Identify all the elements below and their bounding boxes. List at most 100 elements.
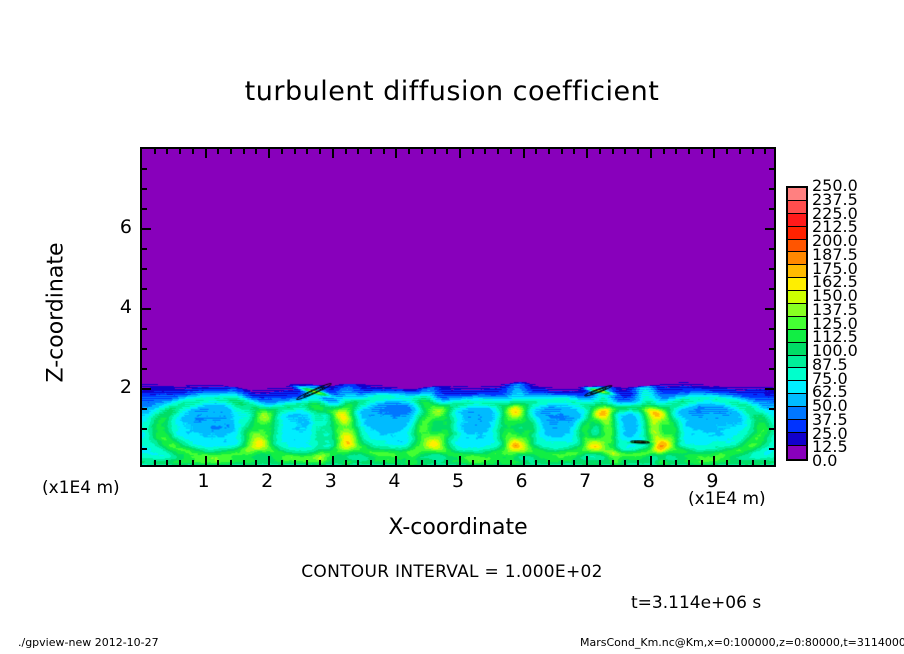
x-axis-tick-label: 1 — [197, 470, 210, 492]
x-axis-major-tick — [522, 456, 525, 465]
x-axis-minor-tick — [548, 149, 551, 154]
x-axis-minor-tick — [191, 460, 194, 465]
y-axis-minor-tick — [769, 368, 774, 370]
x-axis-minor-tick — [255, 460, 258, 465]
x-axis-minor-tick — [560, 149, 563, 154]
x-axis-minor-tick — [319, 149, 322, 154]
y-axis-minor-tick — [142, 448, 147, 450]
x-axis-minor-tick — [573, 149, 576, 154]
x-axis-minor-tick — [484, 149, 487, 154]
colorbar-band — [788, 188, 806, 201]
time-label: t=3.114e+06 s — [631, 593, 762, 613]
y-axis-minor-tick — [769, 288, 774, 290]
y-axis-minor-tick — [142, 368, 147, 370]
colorbar-tick-label: 100.0 — [812, 341, 858, 360]
x-axis-minor-tick — [497, 460, 500, 465]
x-axis-minor-tick — [598, 149, 601, 154]
y-axis-minor-tick — [142, 168, 147, 170]
colorbar-tick-label: 25.0 — [812, 423, 848, 443]
x-axis-minor-tick — [700, 460, 703, 465]
y-axis-minor-tick — [142, 288, 147, 290]
colorbar-band — [788, 407, 806, 421]
x-axis-major-tick — [204, 456, 207, 465]
x-axis-minor-tick — [166, 149, 169, 154]
x-axis-minor-tick — [255, 149, 258, 154]
x-axis-major-tick — [649, 149, 652, 158]
x-axis-minor-tick — [726, 149, 729, 154]
page-title: turbulent diffusion coefficient — [244, 76, 660, 107]
x-axis-minor-tick — [382, 460, 385, 465]
footer-command: ./gpview-new 2012-10-27 — [18, 636, 159, 649]
x-axis-minor-tick — [764, 460, 767, 465]
x-axis-minor-tick — [293, 460, 296, 465]
x-axis-minor-tick — [230, 460, 233, 465]
x-axis-minor-tick — [153, 149, 156, 154]
y-axis-tick-label: 4 — [119, 296, 132, 318]
x-axis-minor-tick — [153, 460, 156, 465]
x-axis-minor-tick — [357, 149, 360, 154]
x-axis-minor-tick — [675, 460, 678, 465]
x-axis-minor-tick — [369, 460, 372, 465]
x-axis-minor-tick — [675, 149, 678, 154]
colorbar-band — [788, 252, 806, 266]
y-axis-title: Z-coordinate — [43, 242, 69, 383]
y-axis-minor-tick — [142, 348, 147, 350]
x-axis-minor-tick — [408, 460, 411, 465]
x-axis-major-tick — [395, 456, 398, 465]
colorbar-tick-label: 187.5 — [812, 244, 858, 264]
x-axis-minor-tick — [624, 460, 627, 465]
y-axis-major-tick — [142, 308, 151, 310]
colorbar-tick-label: 87.5 — [812, 354, 848, 374]
x-axis-minor-tick — [509, 460, 512, 465]
x-axis-major-tick — [268, 149, 271, 158]
colorbar-tick-label: 150.0 — [812, 286, 858, 305]
colorbar-band — [788, 265, 806, 279]
x-axis-major-tick — [649, 456, 652, 465]
x-axis-minor-tick — [446, 149, 449, 154]
y-axis-major-tick — [765, 388, 774, 390]
y-axis-minor-tick — [142, 408, 147, 410]
colorbar-tick-label: 200.0 — [812, 231, 858, 250]
x-axis-minor-tick — [471, 460, 474, 465]
x-axis-minor-tick — [637, 460, 640, 465]
footer-source: MarsCond_Km.nc@Km,x=0:100000,z=0:80000,t… — [580, 636, 904, 649]
x-axis-minor-tick — [535, 460, 538, 465]
colorbar-band — [788, 368, 806, 382]
y-axis-minor-tick — [142, 188, 147, 190]
y-axis-minor-tick — [769, 188, 774, 190]
colorbar-band — [788, 342, 806, 356]
colorbar-tick-label: 62.5 — [812, 382, 848, 402]
x-axis-minor-tick — [420, 460, 423, 465]
x-axis-major-tick — [204, 149, 207, 158]
x-axis-minor-tick — [611, 460, 614, 465]
colorbar-tick-label: 225.0 — [812, 203, 858, 223]
x-axis-minor-tick — [446, 460, 449, 465]
colorbar-band — [788, 355, 806, 369]
x-axis-minor-tick — [408, 149, 411, 154]
colorbar-tick-label: 237.5 — [812, 189, 858, 209]
x-axis-minor-tick — [179, 460, 182, 465]
x-axis-minor-tick — [242, 149, 245, 154]
y-axis-major-tick — [765, 228, 774, 230]
y-axis-tick-label: 2 — [119, 376, 132, 398]
x-axis-minor-tick — [217, 149, 220, 154]
x-axis-minor-tick — [433, 149, 436, 154]
y-axis-minor-tick — [769, 328, 774, 330]
colorbar-band — [788, 226, 806, 240]
x-axis-minor-tick — [662, 149, 665, 154]
x-axis-minor-tick — [726, 460, 729, 465]
colorbar-tick-label: 0.0 — [812, 451, 838, 470]
x-axis-minor-tick — [764, 149, 767, 154]
x-axis-tick-label: 6 — [515, 470, 528, 492]
x-axis-minor-tick — [191, 149, 194, 154]
x-axis-minor-tick — [230, 149, 233, 154]
x-axis-minor-tick — [751, 460, 754, 465]
x-axis-tick-label: 8 — [642, 470, 655, 492]
x-axis-tick-label: 5 — [451, 470, 465, 492]
x-axis-major-tick — [522, 149, 525, 158]
x-axis-tick-label: 4 — [388, 470, 401, 492]
x-axis-minor-tick — [382, 149, 385, 154]
x-axis-minor-tick — [293, 149, 296, 154]
x-axis-minor-tick — [687, 149, 690, 154]
x-axis-minor-tick — [637, 149, 640, 154]
